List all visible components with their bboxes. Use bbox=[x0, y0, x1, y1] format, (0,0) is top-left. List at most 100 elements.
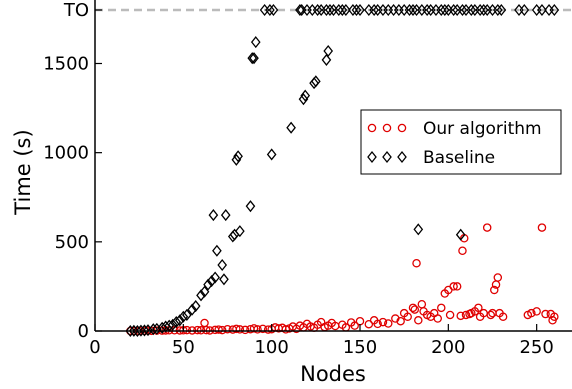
data-point-diamond bbox=[167, 318, 178, 331]
data-point-circle bbox=[253, 325, 262, 334]
data-point-diamond bbox=[478, 3, 489, 17]
data-point-diamond bbox=[231, 153, 242, 166]
data-point-diamond bbox=[448, 3, 459, 17]
data-point-circle bbox=[281, 325, 291, 334]
data-point-diamond bbox=[217, 258, 228, 272]
data-point-diamond bbox=[249, 52, 259, 65]
data-point-diamond bbox=[537, 3, 547, 17]
x-tick-label: 200 bbox=[431, 337, 465, 358]
data-point-circle bbox=[541, 309, 550, 319]
data-point-diamond bbox=[152, 322, 162, 335]
y-axis-label: Time (s) bbox=[11, 129, 35, 215]
data-point-diamond bbox=[247, 52, 258, 65]
data-point-circle bbox=[232, 324, 241, 334]
x-tick-label: 150 bbox=[343, 337, 377, 358]
data-point-circle bbox=[452, 282, 462, 291]
data-point-circle bbox=[488, 308, 497, 318]
data-point-circle bbox=[498, 312, 508, 321]
data-point-diamond bbox=[355, 3, 365, 17]
data-point-circle bbox=[456, 311, 465, 321]
data-point-diamond bbox=[351, 3, 362, 17]
data-point-circle bbox=[474, 303, 483, 313]
data-point-diamond bbox=[125, 324, 136, 338]
data-point-diamond bbox=[404, 3, 415, 17]
data-point-diamond bbox=[422, 3, 432, 17]
data-point-diamond bbox=[369, 3, 379, 17]
data-point-diamond bbox=[413, 223, 424, 236]
series-our-algorithm bbox=[126, 223, 559, 336]
data-point-circle bbox=[433, 314, 442, 323]
data-point-diamond bbox=[312, 3, 323, 17]
data-point-diamond bbox=[298, 93, 309, 106]
data-point-diamond bbox=[466, 3, 477, 17]
legend-label: Baseline bbox=[423, 148, 495, 168]
data-point-circle bbox=[355, 316, 365, 326]
data-point-diamond bbox=[439, 3, 450, 17]
data-point-diamond bbox=[337, 3, 348, 17]
legend-items: Our algorithm Baseline bbox=[367, 119, 542, 168]
data-point-diamond bbox=[265, 3, 275, 17]
data-point-diamond bbox=[475, 3, 485, 17]
legend-item: Our algorithm bbox=[367, 119, 542, 139]
data-point-diamond bbox=[321, 3, 332, 17]
data-point-circle bbox=[550, 312, 559, 321]
data-point-circle bbox=[461, 310, 471, 320]
data-point-circle bbox=[249, 324, 259, 333]
data-point-diamond bbox=[203, 278, 213, 291]
data-point-diamond bbox=[250, 36, 261, 49]
x-tick-label: 100 bbox=[254, 337, 288, 358]
data-point-diamond bbox=[171, 316, 182, 329]
data-point-diamond bbox=[455, 228, 466, 241]
data-point-diamond bbox=[549, 3, 560, 17]
data-point-diamond bbox=[139, 324, 150, 337]
data-point-circle bbox=[364, 319, 374, 329]
data-point-diamond bbox=[333, 3, 344, 17]
data-point-circle bbox=[214, 325, 223, 334]
x-tick-label: 50 bbox=[172, 337, 195, 358]
x-axis-label: Nodes bbox=[300, 362, 366, 386]
data-point-diamond bbox=[348, 3, 358, 17]
data-point-circle bbox=[414, 316, 423, 325]
data-point-diamond bbox=[206, 275, 217, 288]
data-point-diamond bbox=[323, 44, 334, 58]
data-point-circle bbox=[482, 223, 492, 232]
data-point-circle bbox=[217, 325, 227, 335]
data-point-circle bbox=[258, 324, 268, 334]
data-point-circle bbox=[200, 318, 209, 328]
data-point-circle bbox=[373, 319, 382, 329]
data-point-diamond bbox=[286, 121, 296, 134]
data-point-circle bbox=[445, 310, 455, 320]
data-point-diamond bbox=[219, 273, 229, 286]
data-point-circle bbox=[412, 258, 421, 268]
data-point-circle bbox=[193, 325, 202, 335]
data-point-diamond bbox=[220, 209, 231, 222]
x-tick-label: 0 bbox=[89, 337, 100, 358]
data-point-diamond bbox=[321, 53, 332, 66]
data-point-circle bbox=[240, 325, 250, 335]
y-tick-label: 1500 bbox=[43, 54, 89, 75]
data-point-diamond bbox=[408, 3, 418, 17]
data-point-diamond bbox=[268, 3, 279, 17]
data-point-circle bbox=[537, 223, 547, 232]
data-point-circle bbox=[350, 321, 359, 330]
data-point-circle bbox=[437, 303, 446, 313]
data-point-circle bbox=[486, 310, 495, 320]
data-point-circle bbox=[223, 324, 232, 334]
data-point-diamond bbox=[129, 324, 139, 337]
data-point-circle bbox=[396, 316, 405, 326]
data-point-diamond bbox=[136, 324, 146, 337]
data-point-diamond bbox=[210, 271, 220, 284]
data-point-diamond bbox=[245, 200, 256, 213]
data-point-diamond bbox=[235, 225, 245, 238]
legend-marker-circle bbox=[397, 123, 407, 133]
data-point-circle bbox=[490, 285, 499, 295]
data-point-diamond bbox=[178, 310, 189, 323]
data-point-diamond bbox=[199, 285, 210, 298]
data-point-circle bbox=[410, 305, 420, 314]
data-point-circle bbox=[449, 282, 458, 291]
data-point-diamond bbox=[208, 209, 219, 222]
axes bbox=[94, 0, 572, 332]
y-tick-label: 500 bbox=[55, 232, 89, 253]
data-point-circle bbox=[527, 308, 536, 318]
